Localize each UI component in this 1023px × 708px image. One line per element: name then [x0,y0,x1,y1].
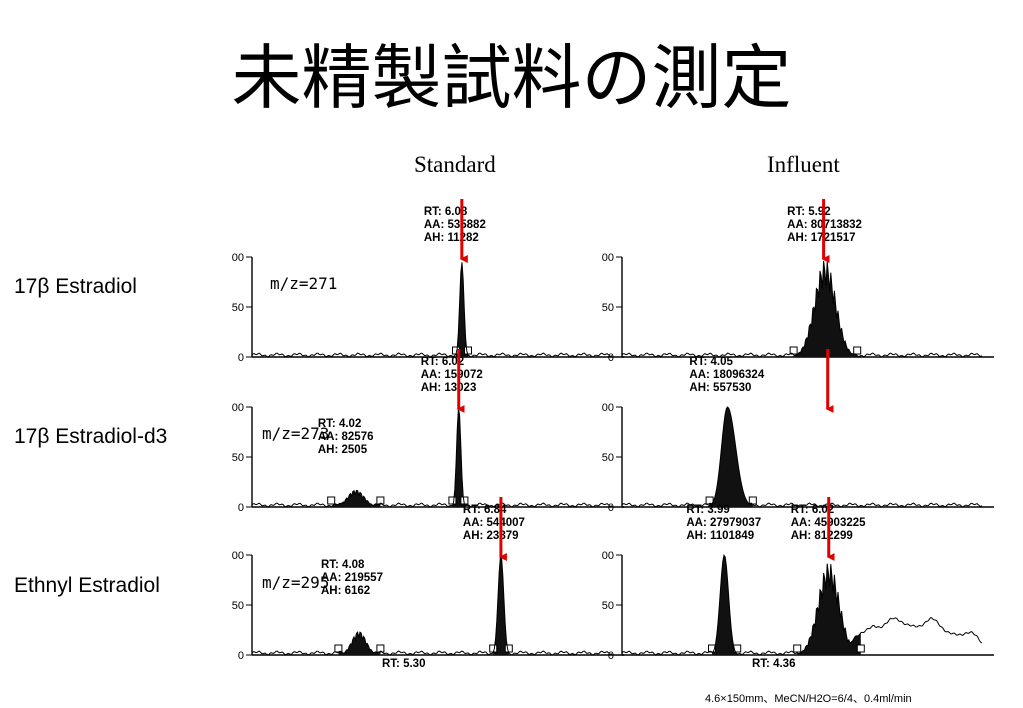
mz-label-295: m/z=295 [262,573,330,592]
peak-annotation: AA: 18096324 [689,369,764,381]
mz-label-273: m/z=273 [262,424,330,443]
peak-annotation: AA: 27979037 [686,517,761,529]
y-tick-label: 50 [602,600,614,612]
chromatogram-trace [621,406,983,508]
peak-annotation: AA: 535882 [424,219,486,231]
peak-annotation: RT: 6.02 [791,504,834,516]
peak-fill [793,260,858,357]
y-tick-label: 50 [602,302,614,314]
integration-marker [856,644,865,653]
y-tick-label: 00 [232,550,244,562]
integration-marker [464,346,472,355]
y-tick-label: 50 [232,600,244,612]
row-label-ethynyl-estradiol: Ethnyl Estradiol [14,574,160,597]
y-tick-label: 00 [232,252,244,264]
peak-fill [331,490,381,507]
integration-marker [853,346,862,355]
row-label-estradiol: 17β Estradiol [14,275,137,298]
integration-marker [376,644,385,653]
peak-annotation: AH: 2505 [318,444,368,456]
integration-marker [504,644,513,653]
peak-annotation: AH: 11282 [424,232,479,244]
integration-marker [733,644,742,653]
peak-annotation: RT: 5.92 [787,206,830,218]
peak-annotation: AH: 13023 [421,382,477,394]
y-tick-label: 0 [238,352,244,364]
peak-annotation: RT: 6.02 [421,356,464,368]
y-tick-label: 0 [608,502,614,514]
integration-marker [789,346,798,355]
y-tick-label: 50 [232,452,244,464]
peak-annotation: AH: 23879 [463,530,519,542]
y-tick-label: 00 [602,550,614,562]
y-tick-label: 00 [602,402,614,414]
peak-annotation: AA: 219557 [321,572,383,584]
peak-annotation: AA: 82576 [318,431,374,443]
chromatogram-trace [251,262,613,358]
peak-annotation: AA: 159072 [421,369,483,381]
peak-fill [797,563,861,655]
y-tick-label: 0 [608,352,614,364]
mz-label-271: m/z=271 [270,274,338,293]
y-tick-label: 00 [232,402,244,414]
peak-annotation: AH: 557530 [689,382,751,394]
integration-marker [327,496,336,505]
y-tick-label: 0 [238,502,244,514]
y-tick-label: 0 [238,650,244,662]
chromatogram-trace [251,555,613,656]
slide-title: 未精製試料の測定 [231,37,792,119]
y-tick-label: 0 [608,650,614,662]
peak-annotation: RT: 4.08 [321,559,365,571]
peak-annotation: AH: 1101849 [686,530,754,542]
bottom-rt-label: RT: 5.30 [382,658,425,670]
y-tick-label: 50 [232,302,244,314]
peak-annotation: RT: 4.02 [318,418,361,430]
peak-annotation: RT: 4.05 [689,356,733,368]
integration-marker [376,496,385,505]
footnote: 4.6×150mm、MeCN/H2O=6/4、0.4ml/min [705,693,912,705]
peak-annotation: AH: 6162 [321,585,370,597]
y-tick-label: 00 [602,252,614,264]
chromatogram-trace [251,408,613,508]
chromatogram-trace [621,554,983,656]
integration-marker [448,496,457,505]
chromatogram-trace [621,260,983,358]
peak-fill [709,407,753,507]
column-header-standard: Standard [414,152,496,177]
row-label-estradiol-d3: 17β Estradiol-d3 [14,425,168,448]
peak-annotation: RT: 6.84 [463,504,507,516]
peak-annotation: AH: 812299 [791,530,853,542]
column-header-influent: Influent [767,152,840,177]
peak-fill [493,556,509,655]
peak-fill [338,632,381,655]
integration-marker [793,644,802,653]
peak-annotation: RT: 6.08 [424,206,468,218]
y-tick-label: 50 [602,452,614,464]
peak-annotation: AH: 1721517 [787,232,855,244]
peak-annotation: RT: 3.99 [686,504,729,516]
bottom-rt-label: RT: 4.36 [752,658,795,670]
peak-annotation: AA: 544007 [463,517,525,529]
